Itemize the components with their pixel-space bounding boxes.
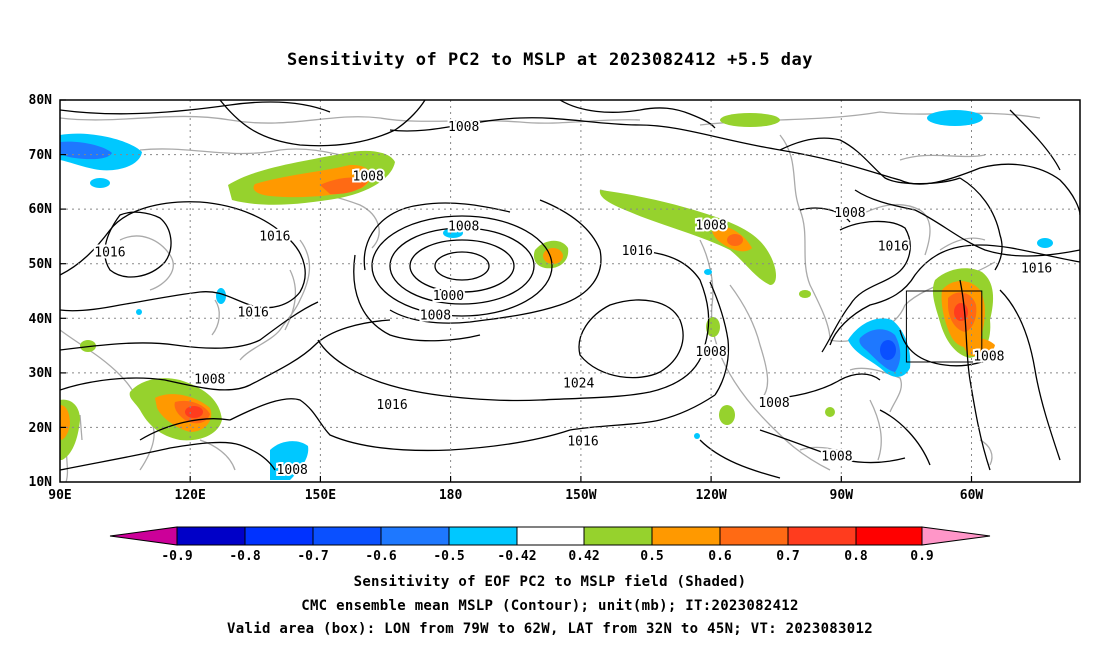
longitude-labels: 90E 120E 150E 180 150W 120W 90W 60W <box>48 488 983 503</box>
lon-label: 180 <box>439 488 463 503</box>
chart-title: Sensitivity of PC2 to MSLP at 2023082412… <box>286 50 813 70</box>
contour-label: 1016 <box>259 229 290 244</box>
lon-label: 90W <box>830 488 854 503</box>
lon-label: 120E <box>175 488 206 503</box>
contour-label: 1008 <box>821 449 852 464</box>
contour-label: 1008 <box>695 218 726 233</box>
contour-label: 1024 <box>563 377 594 392</box>
contour-label: 1016 <box>376 398 407 413</box>
contour-label: 1008 <box>695 345 726 360</box>
sensitivity-shading <box>60 110 1053 480</box>
valid-area-box <box>905 290 983 363</box>
contour-label: 1016 <box>1021 262 1052 277</box>
lon-label: 60W <box>960 488 984 503</box>
lat-label: 60N <box>29 202 53 217</box>
lon-label: 150E <box>305 488 336 503</box>
contour-label: 1000 <box>433 289 464 304</box>
caption-valid-area: Valid area (box): LON from 79W to 62W, L… <box>227 621 873 637</box>
contour-label: 1016 <box>567 435 598 450</box>
contour-label: 1008 <box>277 463 308 478</box>
lat-label: 70N <box>29 148 53 163</box>
caption-contour: CMC ensemble mean MSLP (Contour); unit(m… <box>301 598 799 614</box>
graticule <box>60 100 1080 482</box>
lat-label: 20N <box>29 421 53 436</box>
contour-label: 1016 <box>94 246 125 261</box>
lon-label: 150W <box>565 488 596 503</box>
contour-label: 1016 <box>622 244 653 259</box>
lat-label: 80N <box>29 93 53 108</box>
latitude-labels: 80N 70N 60N 50N 40N 30N 20N 10N <box>29 93 53 490</box>
lat-label: 40N <box>29 312 53 327</box>
lon-label: 90E <box>48 488 71 503</box>
lon-label: 120W <box>695 488 726 503</box>
contour-label: 1008 <box>194 372 225 387</box>
contour-label: 1008 <box>758 396 789 411</box>
contour-label: 1008 <box>353 169 384 184</box>
lat-label: 50N <box>29 257 53 272</box>
contour-label: 1008 <box>448 120 479 135</box>
contour-label: 1008 <box>420 308 451 323</box>
contour-label: 1008 <box>834 206 865 221</box>
tick-marks <box>60 99 973 482</box>
contour-label: 1016 <box>237 306 268 321</box>
contour-label: 1008 <box>973 349 1004 364</box>
contour-label: 1016 <box>878 240 909 255</box>
contour-labels: 1008 1008 1008 1008 1008 1016 1016 1016 1016 1016… <box>92 118 1054 480</box>
map-frame <box>59 99 1081 483</box>
contour-label: 1008 <box>448 220 479 235</box>
sensitivity-map: 1008 1008 1008 1008 1008 1016 1016 1016 1016 1016… <box>29 93 1081 503</box>
lat-label: 30N <box>29 366 53 381</box>
caption-shading: Sensitivity of EOF PC2 to MSLP field (Sh… <box>353 574 747 590</box>
lat-label: 10N <box>29 475 53 490</box>
